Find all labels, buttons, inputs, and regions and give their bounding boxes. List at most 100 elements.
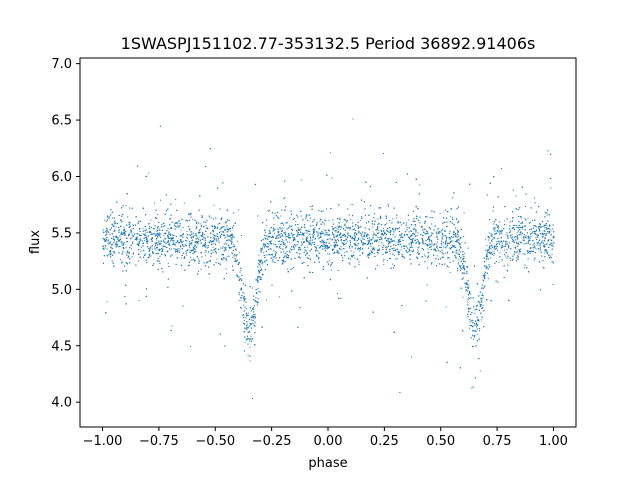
data-point (177, 248, 179, 250)
data-point (503, 245, 505, 247)
data-point (220, 227, 222, 229)
data-point (144, 232, 146, 234)
data-point (200, 240, 202, 242)
data-point (392, 263, 394, 265)
data-point (545, 244, 547, 246)
data-point (155, 239, 157, 241)
data-point (228, 239, 230, 241)
data-point (230, 239, 232, 241)
data-point (512, 236, 513, 238)
data-point (206, 247, 208, 249)
data-point (240, 269, 242, 271)
data-point (278, 296, 280, 298)
data-point (387, 260, 389, 262)
data-point (185, 236, 187, 238)
data-point (204, 245, 205, 247)
data-point (265, 224, 267, 226)
data-point (273, 232, 275, 234)
data-point (439, 213, 441, 215)
data-point (117, 237, 119, 239)
data-point (168, 232, 170, 234)
data-point (436, 243, 438, 245)
data-point (119, 259, 121, 261)
data-point (243, 292, 245, 294)
data-point (144, 240, 146, 242)
data-point (512, 217, 513, 219)
data-point (492, 239, 494, 240)
data-point (197, 258, 199, 260)
data-point (104, 219, 106, 221)
data-point (377, 222, 379, 224)
data-point (513, 237, 515, 239)
data-point (347, 240, 349, 242)
data-point (446, 252, 448, 254)
data-point (238, 209, 240, 211)
data-point (321, 242, 323, 244)
data-point (427, 248, 429, 250)
data-point (230, 240, 232, 242)
data-point (392, 218, 394, 220)
data-point (371, 247, 373, 249)
data-point (176, 226, 178, 228)
data-point (189, 214, 191, 216)
data-point (516, 231, 518, 233)
data-point (323, 247, 325, 249)
data-point (462, 259, 464, 260)
data-point (403, 234, 405, 235)
data-point (146, 232, 148, 233)
data-point (528, 252, 530, 254)
data-point (131, 248, 132, 250)
data-point (537, 241, 539, 243)
data-point (353, 234, 355, 236)
data-point (285, 231, 286, 233)
data-point (435, 246, 437, 248)
data-point (150, 219, 152, 221)
data-point (307, 246, 309, 248)
scatter-points (102, 118, 555, 399)
data-point (330, 152, 331, 154)
data-point (190, 256, 191, 258)
data-point (400, 236, 402, 238)
data-point (152, 237, 153, 239)
data-point (458, 259, 460, 261)
data-point (350, 218, 352, 220)
data-point (450, 215, 451, 217)
data-point (519, 251, 521, 253)
data-point (467, 301, 469, 303)
data-point (280, 215, 282, 217)
data-point (148, 231, 150, 233)
data-point (459, 243, 461, 245)
data-point (244, 320, 246, 321)
data-point (289, 248, 291, 250)
data-point (515, 241, 517, 243)
data-point (175, 199, 177, 200)
data-point (445, 306, 447, 308)
data-point (120, 219, 122, 221)
data-point (205, 251, 207, 253)
data-point (370, 251, 372, 253)
data-point (480, 304, 482, 306)
data-point (302, 234, 304, 236)
data-point (535, 225, 537, 227)
data-point (225, 242, 227, 244)
data-point (501, 168, 502, 169)
data-point (544, 230, 546, 232)
data-point (273, 224, 275, 225)
data-point (215, 239, 217, 241)
data-point (544, 252, 546, 254)
data-point (473, 386, 475, 388)
data-point (377, 218, 379, 220)
data-point (482, 296, 484, 298)
data-point (111, 244, 112, 246)
data-point (499, 252, 501, 254)
data-point (383, 230, 385, 232)
data-point (263, 252, 265, 254)
data-point (297, 230, 299, 232)
data-point (264, 247, 266, 249)
data-point (281, 239, 283, 240)
data-point (189, 228, 191, 230)
data-point (487, 278, 489, 280)
data-point (252, 319, 254, 321)
data-point (493, 237, 495, 239)
